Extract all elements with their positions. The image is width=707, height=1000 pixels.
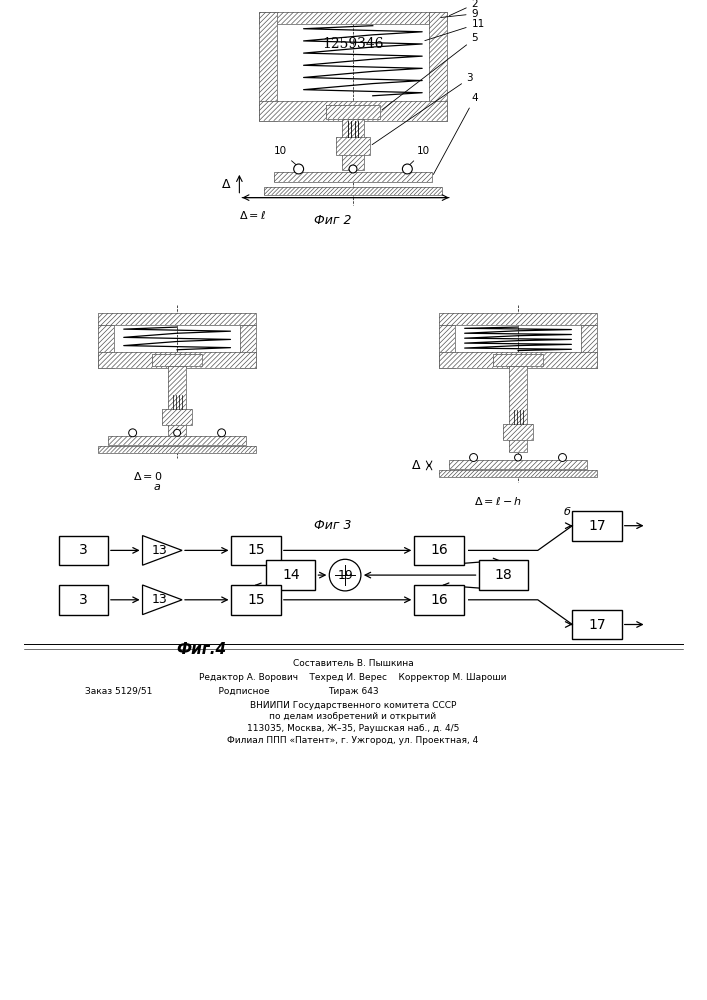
Circle shape bbox=[559, 454, 566, 461]
Circle shape bbox=[329, 559, 361, 591]
Polygon shape bbox=[259, 12, 447, 24]
Text: Редактор А. Ворович    Техред И. Верес    Корректор М. Шароши: Редактор А. Ворович Техред И. Верес Корр… bbox=[199, 673, 507, 682]
Text: $\Delta=\ell-h$: $\Delta=\ell-h$ bbox=[474, 495, 522, 507]
Circle shape bbox=[293, 164, 303, 174]
Text: 11: 11 bbox=[425, 19, 485, 41]
Text: 113035, Москва, Ж–35, Раушская наб., д. 4/5: 113035, Москва, Ж–35, Раушская наб., д. … bbox=[247, 724, 459, 733]
Polygon shape bbox=[108, 436, 246, 445]
Text: Составитель В. Пышкина: Составитель В. Пышкина bbox=[293, 659, 414, 668]
Bar bbox=[479, 560, 528, 590]
Text: $\Delta$: $\Delta$ bbox=[411, 459, 421, 472]
Circle shape bbox=[174, 429, 180, 436]
Polygon shape bbox=[143, 585, 182, 615]
Text: 13: 13 bbox=[151, 593, 167, 606]
Text: 15: 15 bbox=[247, 543, 265, 557]
Text: $\Delta=0$: $\Delta=0$ bbox=[133, 470, 163, 482]
Polygon shape bbox=[439, 470, 597, 477]
Bar bbox=[59, 585, 108, 615]
Polygon shape bbox=[439, 325, 455, 368]
Bar bbox=[59, 536, 108, 565]
Polygon shape bbox=[143, 536, 182, 565]
Text: 16: 16 bbox=[430, 543, 448, 557]
Bar bbox=[414, 585, 464, 615]
Bar bbox=[573, 610, 621, 639]
Circle shape bbox=[129, 429, 136, 437]
Polygon shape bbox=[439, 313, 597, 325]
Polygon shape bbox=[342, 119, 364, 170]
Polygon shape bbox=[98, 352, 256, 368]
Text: Фиг 3: Фиг 3 bbox=[315, 519, 352, 532]
Text: а: а bbox=[154, 482, 160, 492]
Text: 2: 2 bbox=[450, 0, 478, 16]
Circle shape bbox=[349, 165, 357, 173]
Text: $\Delta$: $\Delta$ bbox=[221, 178, 231, 191]
Polygon shape bbox=[264, 187, 442, 195]
Polygon shape bbox=[98, 325, 114, 368]
Polygon shape bbox=[240, 325, 256, 368]
Polygon shape bbox=[259, 101, 447, 121]
Text: 18: 18 bbox=[494, 568, 512, 582]
Text: 17: 17 bbox=[588, 519, 606, 533]
Text: 13: 13 bbox=[151, 544, 167, 557]
Text: б: б bbox=[564, 507, 571, 517]
Text: 3: 3 bbox=[79, 593, 88, 607]
Circle shape bbox=[218, 429, 226, 437]
Text: 3: 3 bbox=[372, 73, 473, 145]
Text: ВНИИПИ Государственного комитета СССР: ВНИИПИ Государственного комитета СССР bbox=[250, 701, 456, 710]
Text: Заказ 5129/51                       Родписное: Заказ 5129/51 Родписное bbox=[85, 687, 269, 696]
Polygon shape bbox=[581, 325, 597, 368]
Text: $\Delta=\ell$: $\Delta=\ell$ bbox=[240, 209, 267, 221]
Polygon shape bbox=[493, 354, 543, 366]
Text: 9: 9 bbox=[440, 9, 478, 19]
Polygon shape bbox=[503, 424, 533, 440]
Text: по делам изобретений и открытий: по делам изобретений и открытий bbox=[269, 712, 436, 721]
Polygon shape bbox=[429, 12, 447, 121]
Text: 5: 5 bbox=[382, 33, 478, 110]
Text: 4: 4 bbox=[433, 93, 478, 174]
Polygon shape bbox=[274, 172, 432, 182]
Circle shape bbox=[402, 164, 412, 174]
Text: 1259346: 1259346 bbox=[322, 37, 384, 51]
Text: 3: 3 bbox=[79, 543, 88, 557]
Polygon shape bbox=[98, 446, 256, 453]
Polygon shape bbox=[439, 352, 597, 368]
Polygon shape bbox=[98, 313, 256, 325]
Bar bbox=[231, 585, 281, 615]
Text: 19: 19 bbox=[337, 569, 353, 582]
Bar bbox=[414, 536, 464, 565]
Polygon shape bbox=[259, 12, 277, 121]
Polygon shape bbox=[449, 460, 588, 469]
Bar bbox=[231, 536, 281, 565]
Circle shape bbox=[469, 454, 477, 461]
Text: 16: 16 bbox=[430, 593, 448, 607]
Text: 10: 10 bbox=[409, 146, 431, 165]
Polygon shape bbox=[168, 366, 186, 437]
Text: 10: 10 bbox=[274, 146, 296, 165]
Polygon shape bbox=[509, 366, 527, 452]
Text: 17: 17 bbox=[588, 618, 606, 632]
Circle shape bbox=[515, 454, 522, 461]
Text: Фиг.4: Фиг.4 bbox=[177, 642, 227, 657]
Text: Филиал ППП «Патент», г. Ужгород, ул. Проектная, 4: Филиал ППП «Патент», г. Ужгород, ул. Про… bbox=[228, 736, 479, 745]
Bar bbox=[266, 560, 315, 590]
Polygon shape bbox=[337, 137, 370, 155]
Text: 15: 15 bbox=[247, 593, 265, 607]
Text: Фиг 2: Фиг 2 bbox=[315, 214, 352, 227]
Polygon shape bbox=[327, 105, 380, 119]
Polygon shape bbox=[153, 354, 201, 366]
Bar bbox=[573, 511, 621, 541]
Text: 14: 14 bbox=[282, 568, 300, 582]
Text: Тираж 643: Тираж 643 bbox=[327, 687, 378, 696]
Polygon shape bbox=[163, 409, 192, 425]
